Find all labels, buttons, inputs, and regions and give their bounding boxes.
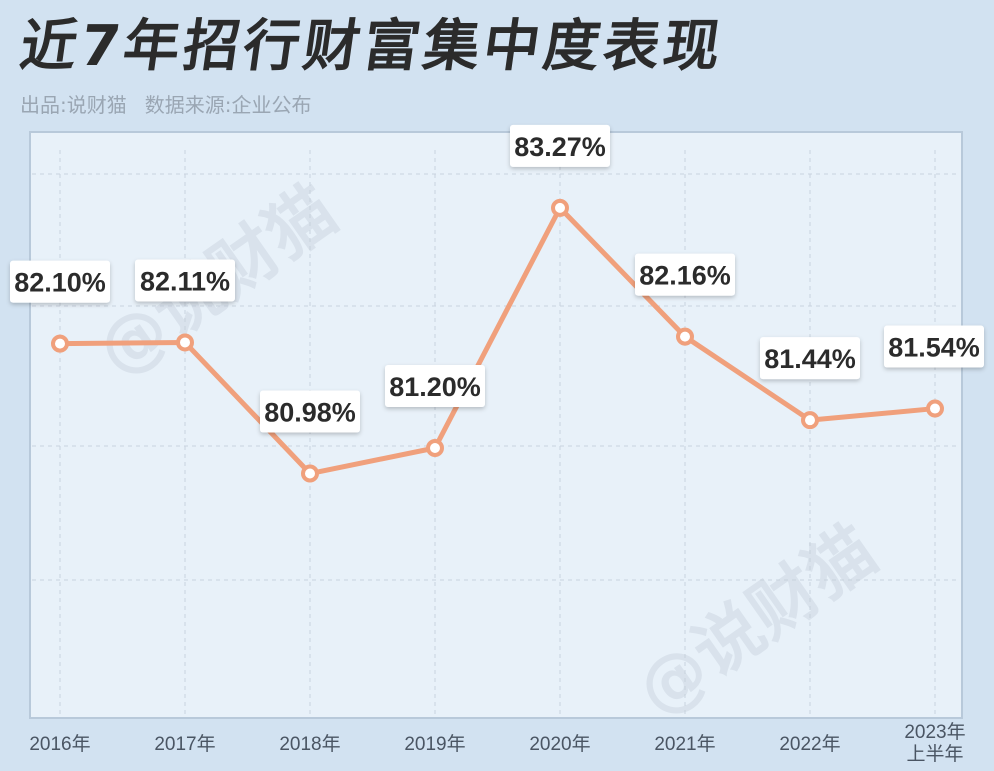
- plot-area: [29, 131, 963, 719]
- x-axis-ticks: 2016年 2017年 2018年 2019年 2020年 2021年 2022年 2023年…: [29, 721, 965, 765]
- data-point: [51, 334, 69, 353]
- data-label-box: [135, 259, 235, 302]
- data-point: [801, 411, 819, 430]
- data-points: [51, 198, 944, 483]
- data-label-box: [760, 337, 860, 380]
- x-tick-label: 2022年: [779, 733, 840, 755]
- data-point: [926, 399, 944, 418]
- data-label-box: [260, 390, 360, 433]
- data-source-label: 数据来源:企业公布: [144, 93, 312, 117]
- data-label: 81.54%: [888, 333, 980, 363]
- data-labels: 82.10% 82.11% 80.98% 81.20% 83.27% 82.16% 81.4…: [10, 124, 984, 433]
- publisher-label: 出品:说财猫: [20, 93, 127, 117]
- x-tick-label: 2019年: [404, 733, 465, 755]
- data-label-box: [635, 253, 735, 296]
- data-label: 81.20%: [389, 372, 481, 402]
- data-label: 83.27%: [514, 132, 606, 162]
- x-tick-label: 2023年上半年: [904, 721, 965, 765]
- x-tick-label: 2020年: [529, 733, 590, 755]
- data-point: [426, 439, 444, 457]
- data-label: 82.10%: [14, 268, 106, 298]
- x-tick-label: 2017年: [154, 733, 215, 755]
- data-label-box: [510, 124, 610, 167]
- data-point: [676, 327, 694, 346]
- data-label-box: [385, 365, 485, 407]
- data-label-box: [884, 325, 984, 368]
- data-label: 82.16%: [639, 261, 731, 291]
- data-label: 80.98%: [264, 398, 356, 428]
- data-label-box: [10, 260, 110, 303]
- x-tick-label: 2016年: [29, 733, 90, 755]
- data-point: [301, 464, 319, 483]
- data-label: 82.11%: [140, 266, 230, 296]
- data-point: [176, 333, 194, 352]
- x-tick-label: 2018年: [279, 733, 340, 755]
- data-point: [551, 198, 569, 217]
- source-line: 出品:说财猫 数据来源:企业公布: [20, 92, 312, 118]
- x-tick-label: 2021年: [654, 733, 715, 755]
- grid-lines: [32, 150, 960, 716]
- series-line: [57, 205, 938, 477]
- data-label: 81.44%: [764, 344, 856, 374]
